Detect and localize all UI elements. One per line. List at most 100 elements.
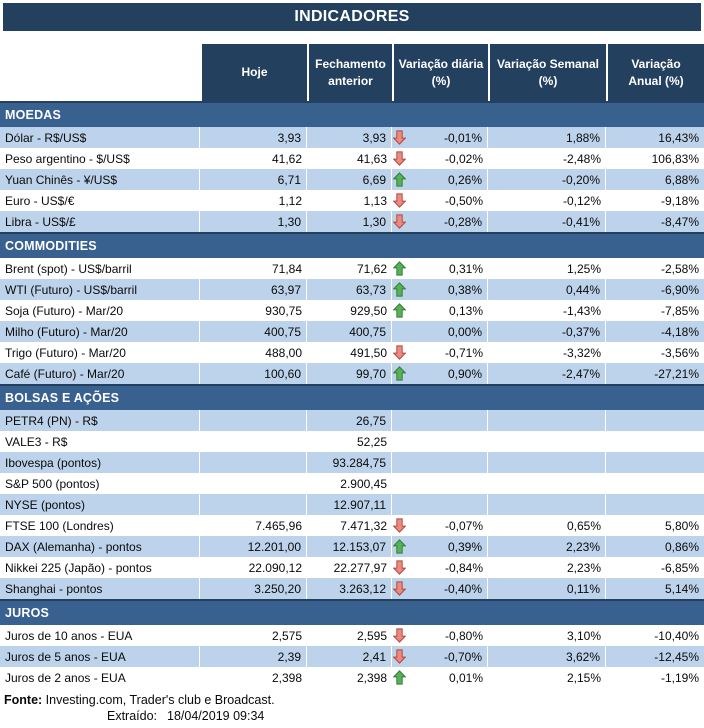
extracted-line: Extraído: 18/04/2019 09:34 xyxy=(107,708,704,724)
variacao-anual-value: 106,83% xyxy=(651,151,699,166)
variacao-diaria-value: -0,80% xyxy=(444,628,483,643)
hoje-value: 3.250,20 xyxy=(200,578,307,599)
fechamento-anterior-value: 3.263,12 xyxy=(307,578,392,599)
table-row: Libra - US$/£ 1,30 1,30 -0,28% -0,41% -8,47% xyxy=(0,211,704,232)
hoje-value: 100,60 xyxy=(200,363,307,384)
hoje-value: 6,71 xyxy=(200,169,307,190)
table-body: MOEDAS Dólar - R$/US$ 3,93 3,93 -0,01% 1,88% 1… xyxy=(0,101,704,688)
source-label: Fonte: xyxy=(4,693,43,707)
hoje-value: 12.201,00 xyxy=(200,536,307,557)
section-title: JUROS xyxy=(5,606,50,620)
variacao-semanal-value: 0,44% xyxy=(488,279,606,300)
down-arrow-icon xyxy=(393,214,406,229)
trend-arrow-slot xyxy=(393,628,410,643)
section-header-commodities: COMMODITIES xyxy=(0,232,704,258)
up-arrow-icon xyxy=(393,670,406,685)
variacao-diaria-value: -0,40% xyxy=(443,581,482,596)
trend-arrow-slot xyxy=(393,172,410,187)
variacao-diaria-cell xyxy=(392,494,488,515)
variacao-semanal-value: 2,15% xyxy=(566,670,601,685)
trend-arrow-slot xyxy=(393,193,410,208)
row-label: Café (Futuro) - Mar/20 xyxy=(0,363,200,384)
table-row: Peso argentino - $/US$ 41,62 41,63 -0,02% -2… xyxy=(0,148,704,169)
table-row: Euro - US$/€ 1,12 1,13 -0,50% -0,12% -9,18% xyxy=(0,190,704,211)
down-arrow-icon xyxy=(393,130,406,145)
row-label: DAX (Alemanha) - pontos xyxy=(0,536,200,557)
variacao-semanal-value xyxy=(488,494,606,515)
variacao-anual-value: -10,40% xyxy=(654,628,699,643)
variacao-diaria-value: -0,50% xyxy=(444,193,483,208)
down-arrow-icon xyxy=(393,193,406,208)
variacao-semanal-value: 1,25% xyxy=(566,261,601,276)
table-row: FTSE 100 (Londres) 7.465,96 7.471,32 -0,07%… xyxy=(0,515,704,536)
variacao-anual-value: -9,18% xyxy=(660,193,699,208)
variacao-semanal-value: -1,43% xyxy=(562,303,601,318)
fechamento-anterior-value: 7.471,32 xyxy=(340,518,387,533)
variacao-semanal-value: -2,48% xyxy=(562,151,601,166)
up-arrow-icon xyxy=(393,282,406,297)
down-arrow-icon xyxy=(393,628,406,643)
variacao-semanal-value xyxy=(488,431,606,452)
variacao-anual-value: -12,45% xyxy=(654,649,699,664)
variacao-anual-value: -3,56% xyxy=(660,345,699,360)
variacao-anual-value xyxy=(606,473,704,494)
table-row: WTI (Futuro) - US$/barril 63,97 63,73 0,38%… xyxy=(0,279,704,300)
table-column-headers: Hoje Fechamento anterior Variação diária… xyxy=(0,44,704,101)
variacao-diaria-cell: -0,80% xyxy=(392,625,488,646)
row-label: VALE3 - R$ xyxy=(5,434,68,449)
variacao-diaria-cell xyxy=(392,473,488,494)
section-title: MOEDAS xyxy=(5,108,62,122)
variacao-diaria-value: -0,07% xyxy=(444,518,483,533)
variacao-semanal-value: 2,23% xyxy=(488,536,606,557)
fechamento-anterior-value: 12.907,11 xyxy=(307,494,392,515)
variacao-diaria-value: -0,71% xyxy=(444,345,483,360)
trend-arrow-slot xyxy=(393,282,410,297)
variacao-semanal-value xyxy=(488,452,606,473)
variacao-diaria-cell: 0,39% xyxy=(392,536,488,557)
row-label: Juros de 5 anos - EUA xyxy=(0,646,200,667)
column-header-variacao-semanal: Variação Semanal (%) xyxy=(488,44,606,101)
variacao-diaria-cell: -0,40% xyxy=(392,578,488,599)
variacao-diaria-cell: 0,26% xyxy=(392,169,488,190)
fechamento-anterior-value: 93.284,75 xyxy=(307,452,392,473)
column-header-variacao-diaria: Variação diária (%) xyxy=(392,44,488,101)
variacao-diaria-value: 0,38% xyxy=(447,282,482,297)
variacao-diaria-value: -0,84% xyxy=(444,560,483,575)
variacao-diaria-cell: -0,02% xyxy=(392,148,488,169)
trend-arrow-slot xyxy=(393,560,410,575)
row-label: Trigo (Futuro) - Mar/20 xyxy=(5,345,126,360)
row-label: Euro - US$/€ xyxy=(5,193,75,208)
variacao-diaria-cell: -0,50% xyxy=(392,190,488,211)
down-arrow-icon xyxy=(393,560,406,575)
variacao-anual-value: -6,85% xyxy=(660,560,699,575)
extracted-timestamp: 18/04/2019 09:34 xyxy=(167,709,265,723)
variacao-diaria-cell: 0,38% xyxy=(392,279,488,300)
row-label: Peso argentino - $/US$ xyxy=(5,151,130,166)
variacao-diaria-cell: -0,71% xyxy=(392,342,488,363)
hoje-value: 2,575 xyxy=(271,628,302,643)
table-row: Milho (Futuro) - Mar/20 400,75 400,75 0,00%… xyxy=(0,321,704,342)
row-label: NYSE (pontos) xyxy=(0,494,200,515)
table-row: S&P 500 (pontos) 2.900,45 xyxy=(0,473,704,494)
up-arrow-icon xyxy=(393,172,406,187)
trend-arrow-slot xyxy=(393,670,410,685)
variacao-diaria-value: 0,31% xyxy=(448,261,483,276)
hoje-value xyxy=(200,494,307,515)
variacao-diaria-value: 0,90% xyxy=(447,366,482,381)
report-title-bar: INDICADORES xyxy=(3,3,701,31)
fechamento-anterior-value: 63,73 xyxy=(307,279,392,300)
hoje-value: 2,39 xyxy=(200,646,307,667)
fechamento-anterior-value: 400,75 xyxy=(307,321,392,342)
fechamento-anterior-value: 2.900,45 xyxy=(340,476,387,491)
variacao-diaria-cell: -0,01% xyxy=(392,127,488,148)
down-arrow-icon xyxy=(393,581,406,596)
row-label: FTSE 100 (Londres) xyxy=(5,518,114,533)
column-header-fechamento-anterior: Fechamento anterior xyxy=(307,44,392,101)
variacao-anual-value xyxy=(606,410,704,431)
row-label: Ibovespa (pontos) xyxy=(0,452,200,473)
section-header-bolsas-e-acoes: BOLSAS E AÇÕES xyxy=(0,384,704,410)
table-row: Juros de 2 anos - EUA 2,398 2,398 0,01% 2,15… xyxy=(0,667,704,688)
table-row: DAX (Alemanha) - pontos 12.201,00 12.153,0… xyxy=(0,536,704,557)
variacao-semanal-value: 3,62% xyxy=(488,646,606,667)
variacao-semanal-value: -0,37% xyxy=(488,321,606,342)
